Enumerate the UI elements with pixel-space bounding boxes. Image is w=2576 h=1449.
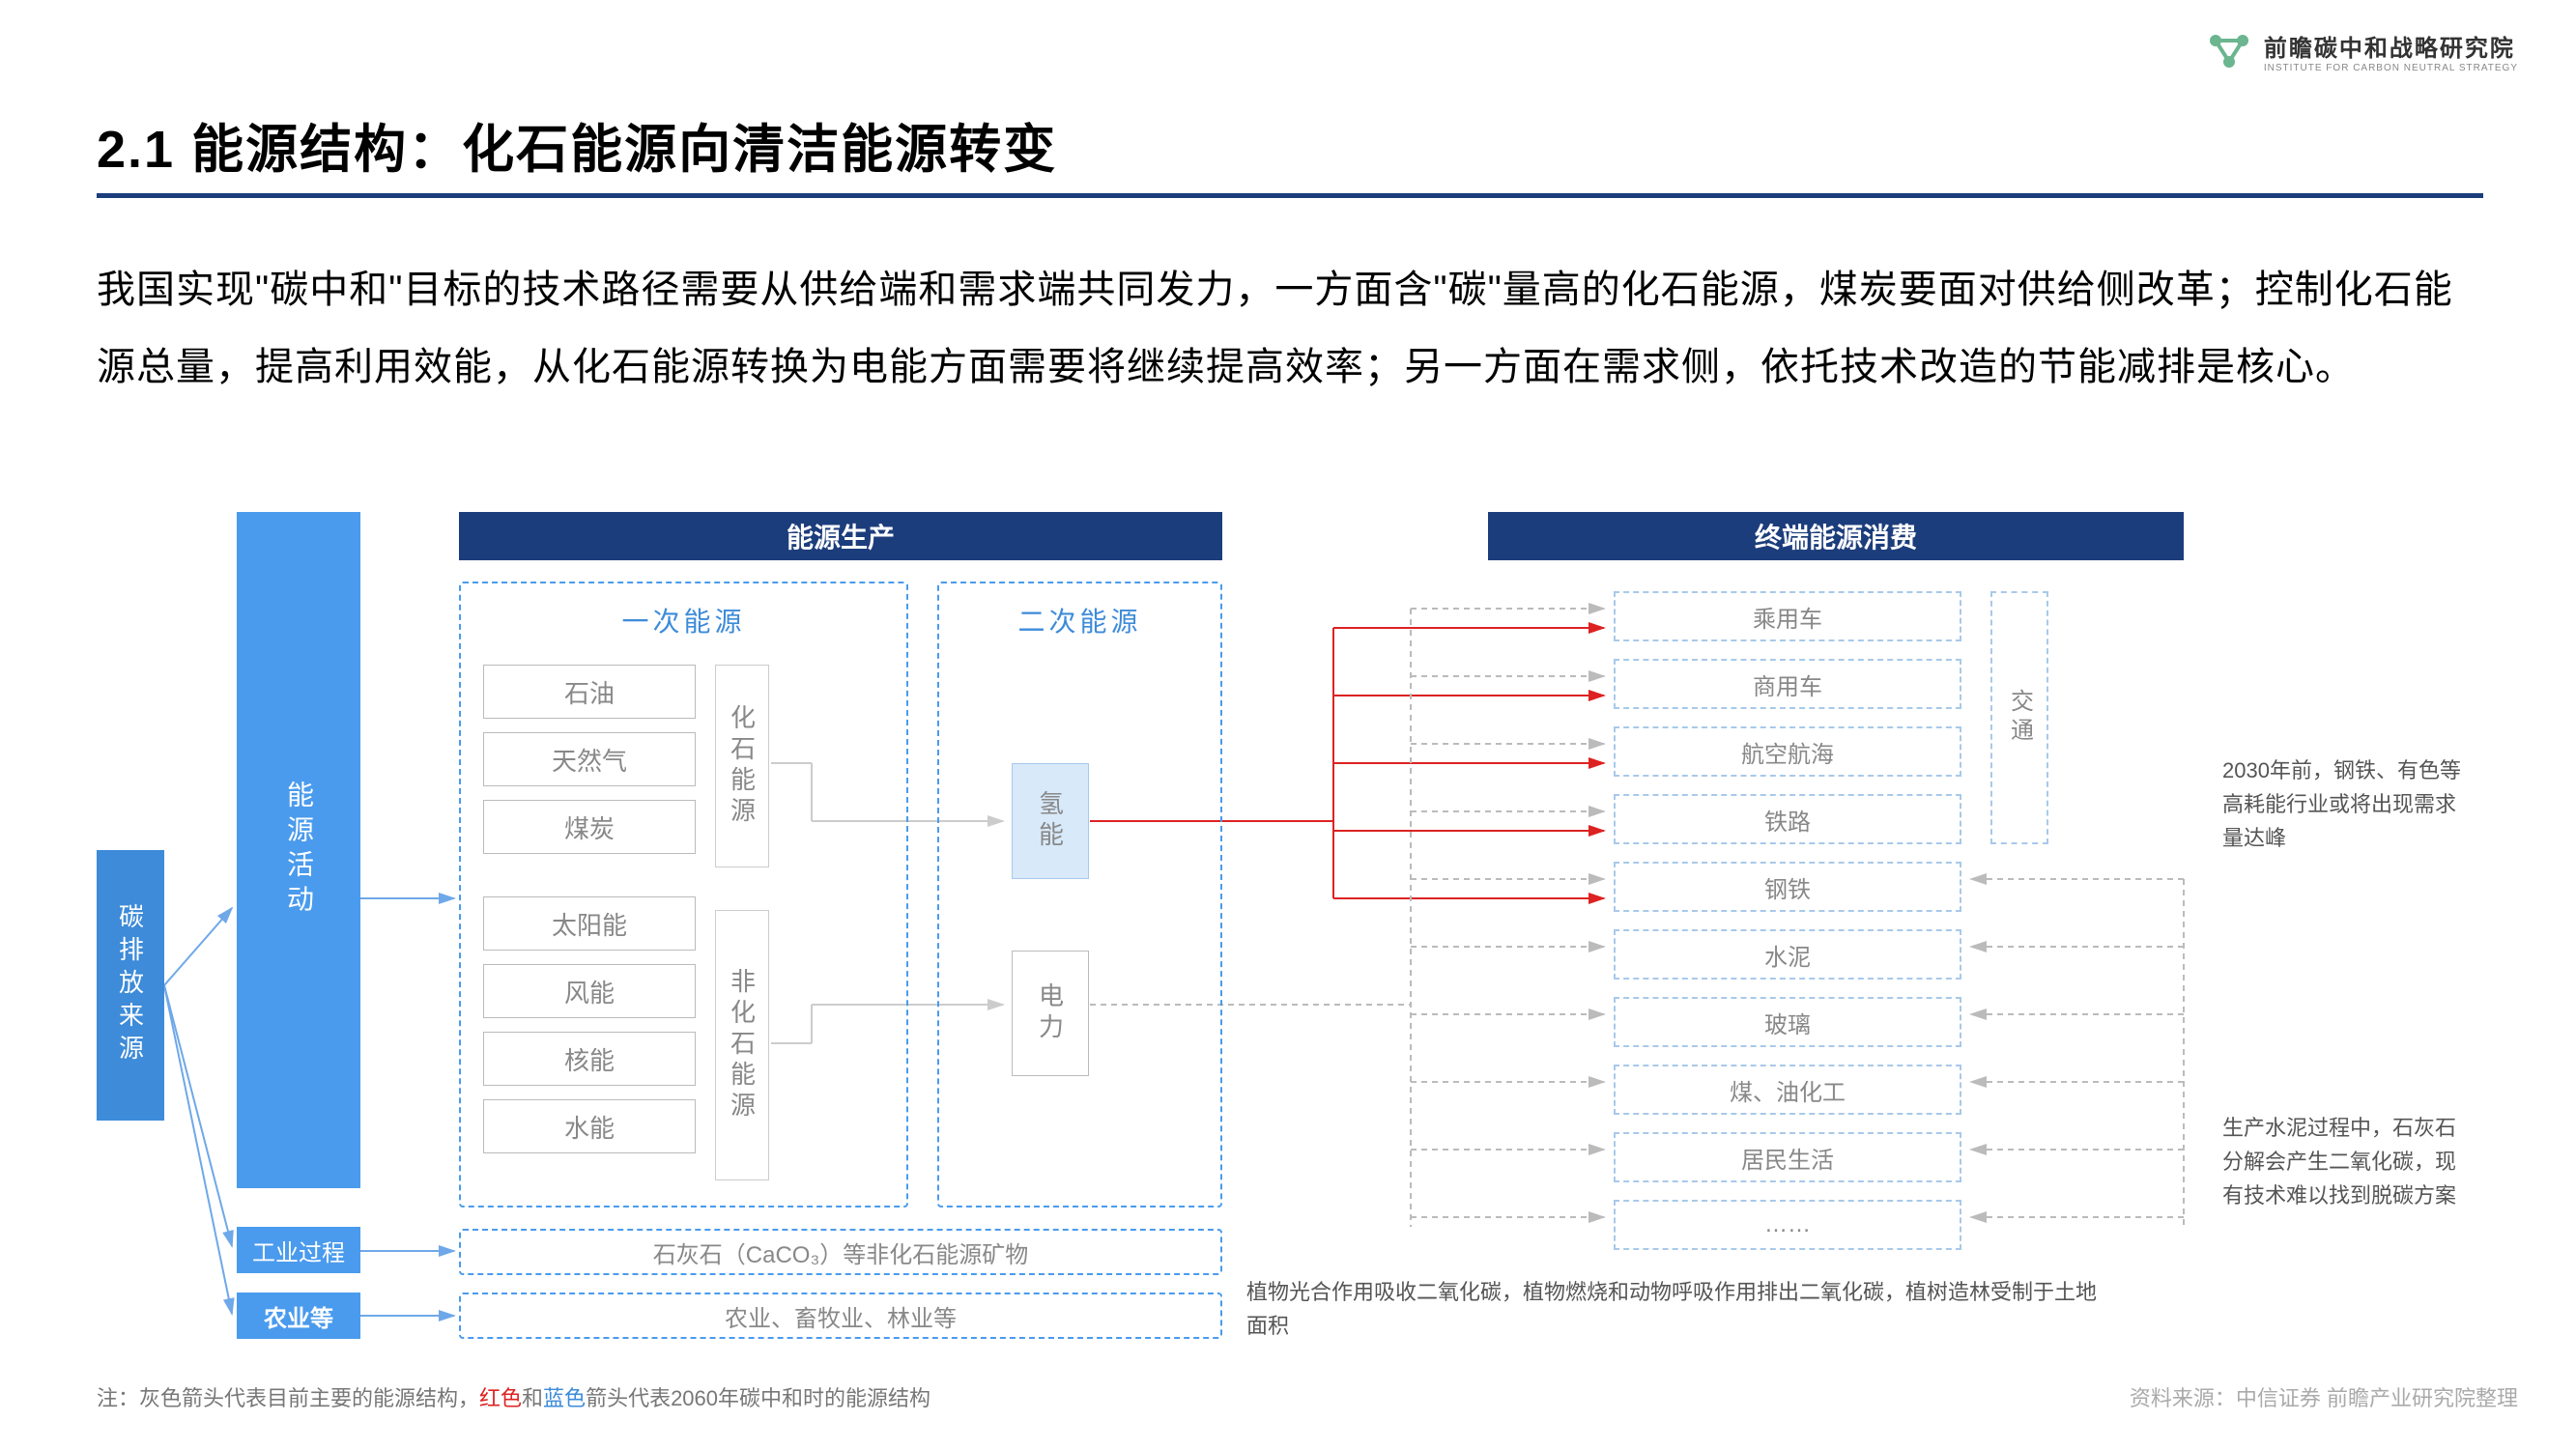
cons-residential: 居民生活 bbox=[1614, 1132, 1961, 1182]
secondary-energy-box: 二次能源 氢能 电力 bbox=[937, 582, 1222, 1208]
agri-box: 农业、畜牧业、林业等 bbox=[459, 1293, 1222, 1339]
cons-passenger: 乘用车 bbox=[1614, 591, 1961, 641]
footnote-prefix: 注：灰色箭头代表目前主要的能源结构， bbox=[97, 1386, 479, 1410]
note-agri: 植物光合作用吸收二氧化碳，植物燃烧和动物呼吸作用排出二氧化碳，植树造林受制于土地… bbox=[1246, 1275, 2116, 1343]
src-oil: 石油 bbox=[483, 665, 696, 719]
nonfossil-category: 非化石能源 bbox=[715, 910, 769, 1180]
primary-header: 一次能源 bbox=[461, 583, 906, 657]
cons-steel: 钢铁 bbox=[1614, 862, 1961, 912]
industrial-process-label: 工业过程 bbox=[237, 1227, 360, 1273]
description: 我国实现"碳中和"目标的技术路径需要从供给端和需求端共同发力，一方面含"碳"量高… bbox=[97, 251, 2483, 406]
title-underline bbox=[97, 193, 2483, 198]
electricity-box: 电力 bbox=[1012, 951, 1089, 1076]
cons-more: …… bbox=[1614, 1200, 1961, 1250]
logo: 前瞻碳中和战略研究院 INSTITUTE FOR CARBON NEUTRAL … bbox=[2206, 29, 2518, 73]
secondary-header: 二次能源 bbox=[939, 583, 1220, 657]
minerals-box: 石灰石（CaCO₃）等非化石能源矿物 bbox=[459, 1229, 1222, 1275]
logo-name-en: INSTITUTE FOR CARBON NEUTRAL STRATEGY bbox=[2264, 63, 2518, 73]
energy-activity-label: 能源活动 bbox=[237, 512, 360, 1188]
emission-source-label: 碳排放来源 bbox=[97, 850, 164, 1121]
src-wind: 风能 bbox=[483, 964, 696, 1018]
src-hydro: 水能 bbox=[483, 1099, 696, 1153]
page-title: 2.1 能源结构：化石能源向清洁能源转变 bbox=[97, 106, 1057, 183]
logo-icon bbox=[2206, 31, 2252, 71]
cons-glass: 玻璃 bbox=[1614, 997, 1961, 1047]
logo-name-cn: 前瞻碳中和战略研究院 bbox=[2264, 29, 2518, 63]
note-bottom: 生产水泥过程中，石灰石分解会产生二氧化碳，现有技术难以找到脱碳方案 bbox=[2222, 1111, 2474, 1213]
cons-cement: 水泥 bbox=[1614, 929, 1961, 980]
transport-group: 交通 bbox=[1990, 591, 2048, 844]
agriculture-label: 农业等 bbox=[237, 1293, 360, 1339]
src-gas: 天然气 bbox=[483, 732, 696, 786]
src-solar: 太阳能 bbox=[483, 896, 696, 951]
hydrogen-box: 氢能 bbox=[1012, 763, 1089, 879]
src-coal: 煤炭 bbox=[483, 800, 696, 854]
production-header: 能源生产 bbox=[459, 512, 1222, 560]
footnote-red: 红色 bbox=[479, 1386, 522, 1410]
fossil-category: 化石能源 bbox=[715, 665, 769, 867]
footnote-suffix: 箭头代表2060年碳中和时的能源结构 bbox=[586, 1386, 930, 1410]
note-top: 2030年前，钢铁、有色等高耗能行业或将出现需求量达峰 bbox=[2222, 753, 2474, 856]
consumption-header: 终端能源消费 bbox=[1488, 512, 2184, 560]
cons-commercial: 商用车 bbox=[1614, 659, 1961, 709]
cons-aviation: 航空航海 bbox=[1614, 726, 1961, 777]
footnote: 注：灰色箭头代表目前主要的能源结构，红色和蓝色箭头代表2060年碳中和时的能源结… bbox=[97, 1381, 930, 1412]
cons-rail: 铁路 bbox=[1614, 794, 1961, 844]
arrow-layer bbox=[97, 512, 2483, 1362]
footnote-and: 和 bbox=[522, 1386, 543, 1410]
cons-chem: 煤、油化工 bbox=[1614, 1065, 1961, 1115]
src-nuclear: 核能 bbox=[483, 1032, 696, 1086]
diagram: 碳排放来源 能源活动 工业过程 农业等 能源生产 终端能源消费 一次能源 石油 … bbox=[97, 512, 2483, 1362]
footnote-blue: 蓝色 bbox=[543, 1386, 586, 1410]
source-note: 资料来源：中信证券 前瞻产业研究院整理 bbox=[2130, 1381, 2518, 1412]
